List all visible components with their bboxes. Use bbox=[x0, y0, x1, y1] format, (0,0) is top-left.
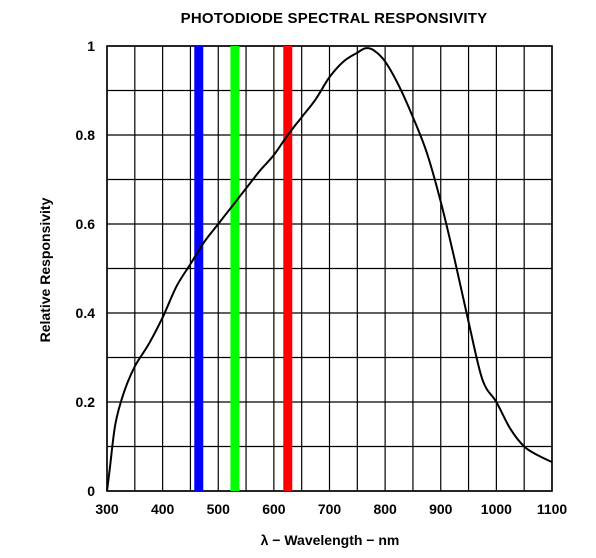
wavelength-marker-0 bbox=[194, 46, 204, 491]
series-line-0 bbox=[106, 47, 553, 492]
grid bbox=[106, 45, 553, 492]
series-layer bbox=[106, 47, 553, 492]
y-tick-label-3: 0.6 bbox=[76, 216, 96, 232]
x-tick-label-0: 300 bbox=[95, 501, 119, 517]
x-tick-labels: 300 400 500 600 700 800 900 1000 1100 bbox=[95, 501, 567, 517]
x-tick-label-3: 600 bbox=[262, 501, 286, 517]
y-tick-labels: 0 0.2 0.4 0.6 0.8 1 bbox=[76, 38, 96, 499]
plot-frame bbox=[106, 45, 553, 492]
x-tick-label-7: 1000 bbox=[481, 501, 512, 517]
y-tick-label-2: 0.4 bbox=[76, 305, 96, 321]
wavelength-marker-2 bbox=[283, 46, 293, 491]
wavelength-markers bbox=[194, 46, 293, 491]
wavelength-marker-1 bbox=[230, 46, 240, 491]
y-tick-label-1: 0.2 bbox=[76, 394, 96, 410]
x-tick-label-4: 700 bbox=[318, 501, 342, 517]
y-tick-label-0: 0 bbox=[87, 483, 95, 499]
x-tick-label-8: 1100 bbox=[537, 501, 568, 517]
chart-title: PHOTODIODE SPECTRAL RESPONSIVITY bbox=[181, 10, 488, 27]
x-axis-label: λ − Wavelength − nm bbox=[261, 532, 400, 548]
x-tick-label-2: 500 bbox=[207, 501, 231, 517]
y-axis-label: Relative Responsivity bbox=[37, 197, 53, 342]
y-tick-label-5: 1 bbox=[87, 38, 95, 54]
y-tick-label-4: 0.8 bbox=[76, 127, 96, 143]
x-tick-label-1: 400 bbox=[151, 501, 175, 517]
x-tick-label-6: 900 bbox=[429, 501, 453, 517]
x-tick-label-5: 800 bbox=[373, 501, 397, 517]
